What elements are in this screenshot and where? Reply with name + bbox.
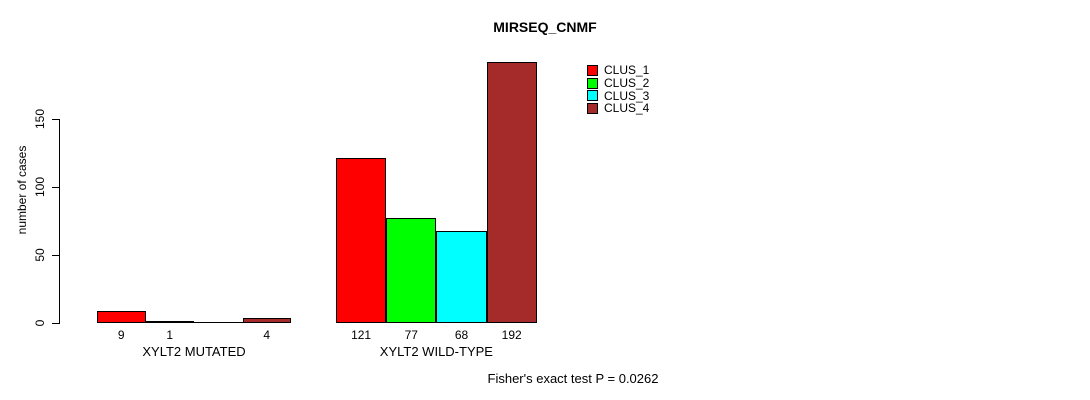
- bar-clus-2-group-0: [145, 321, 194, 323]
- bar-clus-2-group-1: [386, 218, 437, 323]
- bar-value-label: 121: [351, 328, 372, 342]
- legend-row: CLUS_4: [587, 102, 649, 115]
- y-tick: [52, 323, 59, 324]
- bar-value-label: 4: [263, 328, 271, 342]
- legend-label: CLUS_2: [604, 76, 650, 91]
- bar-clus-4-group-0: [242, 318, 291, 323]
- legend-label: CLUS_1: [604, 63, 650, 78]
- legend-label: CLUS_4: [604, 101, 650, 116]
- bar-value-label: 68: [454, 328, 469, 342]
- y-tick-label: 0: [32, 319, 47, 327]
- y-tick: [52, 119, 59, 120]
- legend: CLUS_1 CLUS_2 CLUS_3 CLUS_4: [587, 64, 649, 115]
- bar-clus-3-group-1: [436, 231, 487, 323]
- bar-value-label: 192: [501, 328, 522, 342]
- bar-clus-1-group-0: [97, 311, 146, 323]
- y-tick: [52, 187, 59, 188]
- legend-swatch-clus-4: [587, 102, 598, 114]
- y-axis-line: [59, 119, 60, 324]
- y-tick: [52, 255, 59, 256]
- fisher-test-annotation: Fisher's exact test P = 0.0262: [487, 371, 659, 386]
- bar-value-label: 9: [117, 328, 125, 342]
- group-label: XYLT2 WILD-TYPE: [379, 344, 493, 359]
- legend-swatch-clus-2: [587, 77, 598, 89]
- chart-title: MIRSEQ_CNMF: [493, 19, 597, 35]
- legend-label: CLUS_3: [604, 88, 650, 103]
- bar-clus-3-group-0: [194, 322, 243, 323]
- y-tick-label: 150: [32, 108, 47, 130]
- legend-swatch-clus-1: [587, 64, 598, 76]
- bar-value-label: 1: [166, 328, 174, 342]
- y-tick-label: 100: [32, 176, 47, 198]
- y-tick-label: 50: [32, 248, 47, 262]
- legend-swatch-clus-3: [587, 90, 598, 102]
- group-label: XYLT2 MUTATED: [142, 344, 246, 359]
- bar-clus-4-group-1: [486, 62, 537, 323]
- bar-value-label: 77: [404, 328, 418, 342]
- legend-row: CLUS_3: [587, 89, 649, 102]
- legend-row: CLUS_1: [587, 64, 649, 77]
- legend-row: CLUS_2: [587, 77, 649, 90]
- bar-clus-1-group-1: [336, 158, 387, 323]
